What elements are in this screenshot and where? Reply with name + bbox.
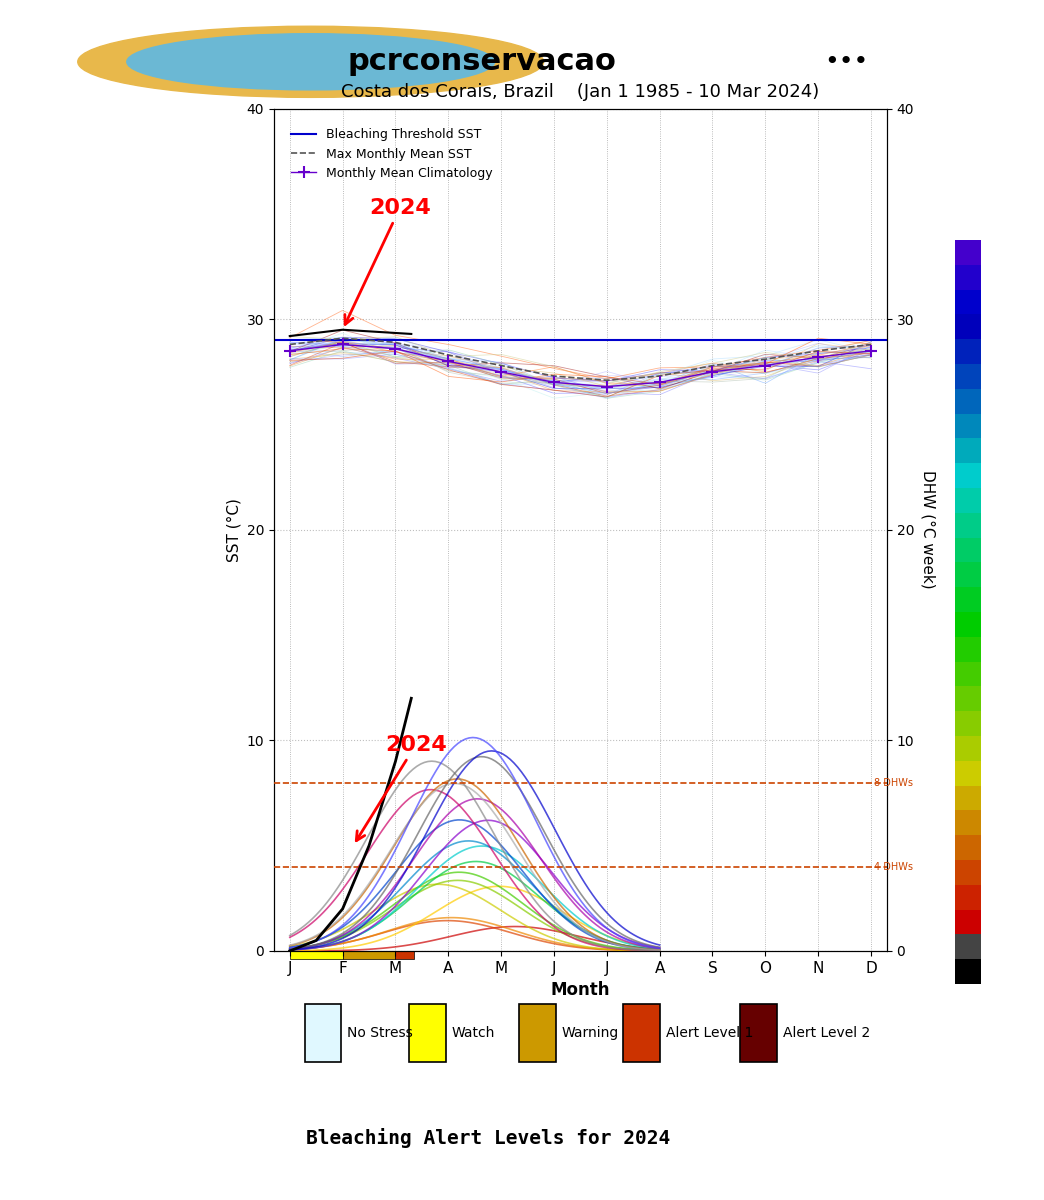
Bar [955,761,981,786]
Circle shape [126,34,495,90]
FancyBboxPatch shape [623,1003,660,1062]
Bar [955,835,981,860]
Legend: Bleaching Threshold SST, Max Monthly Mean SST, Monthly Mean Climatology: Bleaching Threshold SST, Max Monthly Mea… [286,124,498,185]
Text: Bleaching Alert Levels for 2024: Bleaching Alert Levels for 2024 [306,1128,670,1148]
Text: 8 DHWs: 8 DHWs [874,778,912,787]
Bar [955,959,981,984]
Bar [955,786,981,810]
Bar [955,712,981,736]
Bar [342,950,396,960]
Bar [955,810,981,835]
Text: •••: ••• [824,50,869,74]
Bar [955,289,981,314]
Text: 4 DHWs: 4 DHWs [874,862,912,871]
Bar [955,686,981,712]
Bar [396,950,413,960]
Bar [955,314,981,340]
FancyBboxPatch shape [409,1003,446,1062]
Bar [955,340,981,364]
X-axis label: Month: Month [550,982,610,1000]
Bar [955,612,981,637]
Text: Alert Level 2: Alert Level 2 [783,1026,870,1040]
Bar [955,910,981,935]
Text: pcrconservacao: pcrconservacao [348,47,616,77]
Bar [955,935,981,959]
FancyBboxPatch shape [740,1003,777,1062]
Y-axis label: DHW (°C week): DHW (°C week) [920,470,935,589]
Title: Costa dos Corais, Brazil    (Jan 1 1985 - 10 Mar 2024): Costa dos Corais, Brazil (Jan 1 1985 - 1… [341,84,820,102]
Bar [955,538,981,563]
Bar [955,389,981,414]
Text: 2024: 2024 [356,734,447,841]
FancyBboxPatch shape [305,1003,341,1062]
Bar [955,414,981,438]
Text: No Stress: No Stress [348,1026,413,1040]
FancyBboxPatch shape [519,1003,555,1062]
Bar [955,563,981,587]
Text: Warning: Warning [562,1026,619,1040]
Bar [955,661,981,686]
Text: Watch: Watch [452,1026,495,1040]
Text: 2024: 2024 [345,198,431,324]
Y-axis label: SST (°C): SST (°C) [226,498,241,562]
Text: Alert Level 1: Alert Level 1 [666,1026,754,1040]
Bar [955,438,981,463]
Bar [955,463,981,488]
Bar [955,364,981,389]
Bar [955,488,981,512]
Bar [955,240,981,265]
Circle shape [77,26,544,97]
Bar [290,950,342,960]
Bar [955,736,981,761]
Bar [955,637,981,661]
Bar [955,587,981,612]
Bar [955,512,981,538]
Bar [955,265,981,289]
Bar [955,860,981,884]
Bar [955,884,981,910]
